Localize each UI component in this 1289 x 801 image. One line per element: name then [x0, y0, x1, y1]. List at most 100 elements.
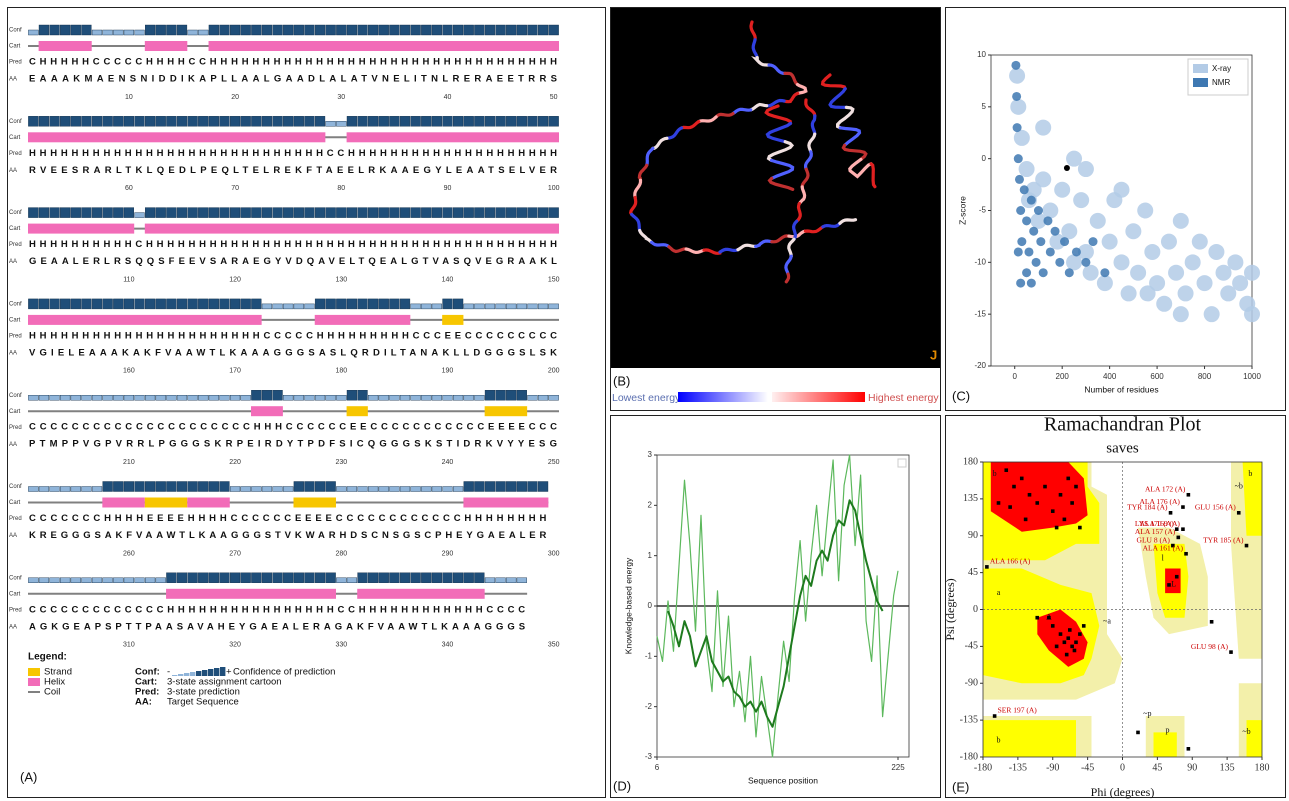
- x-tick-label: 6: [655, 763, 660, 772]
- x-tick-label: -45: [1081, 762, 1094, 773]
- confidence-bar: [389, 116, 400, 127]
- confidence-bar: [229, 486, 241, 492]
- position-label: 350: [548, 642, 560, 649]
- x-tick-label: 0: [1013, 372, 1018, 381]
- confidence-bar: [516, 577, 527, 583]
- residue-point: [1181, 505, 1185, 509]
- confidence-bar: [442, 572, 453, 583]
- structure-point: [1033, 206, 1043, 215]
- residue-point: [1035, 615, 1040, 620]
- helix-segment: [144, 41, 188, 51]
- confidence-bar: [506, 24, 517, 36]
- x-tick-label: 400: [1103, 372, 1117, 381]
- confidence-bar: [219, 298, 230, 310]
- residue-point: [1068, 628, 1072, 632]
- ribbon-segment: [795, 201, 802, 223]
- position-label: 90: [444, 185, 452, 192]
- structure-ribbon: [629, 20, 877, 284]
- position-label: 260: [123, 550, 135, 557]
- confidence-bar: [81, 577, 92, 583]
- structure-point: [1024, 247, 1034, 257]
- confidence-bar: [389, 395, 400, 401]
- position-label: 230: [335, 459, 347, 466]
- confidence-bar: [389, 298, 400, 310]
- confidence-bar: [304, 572, 315, 583]
- confidence-bar: [102, 116, 113, 127]
- confidence-bar: [113, 298, 124, 310]
- structure-point: [1016, 278, 1026, 288]
- confidence-bar: [537, 116, 549, 127]
- confidence-bar: [155, 481, 166, 492]
- ribbon-segment: [803, 150, 813, 171]
- confidence-bar: [38, 116, 50, 127]
- confidence-bar: [325, 395, 336, 401]
- confidence-bar: [91, 395, 103, 401]
- row-label: AA: [9, 168, 17, 174]
- confidence-bar: [495, 24, 506, 36]
- confidence-bar: [102, 577, 113, 583]
- confidence-bar: [166, 116, 177, 127]
- row-label: AA: [9, 77, 17, 83]
- confidence-bar: [198, 298, 209, 310]
- position-label: 320: [229, 642, 241, 649]
- strand-segment: [484, 406, 528, 417]
- confidence-bar: [346, 207, 358, 218]
- ribbon-segment: [714, 111, 735, 119]
- structure-point: [1035, 119, 1052, 136]
- confidence-bar: [198, 116, 209, 127]
- ribbon-segment: [736, 243, 758, 252]
- residue-point: [1184, 551, 1188, 556]
- residue-point: [1074, 640, 1078, 645]
- residue-point: [1066, 476, 1071, 481]
- confidence-bar: [304, 207, 315, 218]
- amino-acid-sequence: KREGGGSAKFVAAWTLKAAGGGSTVKWARHDSCNSGSCPH…: [29, 530, 547, 541]
- confidence-bar: [463, 572, 474, 583]
- confidence-bar: [378, 24, 389, 36]
- ribbon-segment: [651, 136, 669, 150]
- confidence-bar: [38, 577, 50, 583]
- structure-point: [1073, 192, 1090, 209]
- row-label: Cart: [9, 591, 21, 597]
- confidence-bar: [346, 486, 358, 492]
- row-label: Cart: [9, 226, 21, 232]
- residue-label: ALA 169 (A): [1140, 519, 1181, 528]
- panel-frame: [945, 415, 1286, 798]
- confidence-bar: [495, 303, 506, 310]
- helix-segment: [28, 132, 326, 143]
- y-tick-label: -2: [645, 702, 653, 711]
- confidence-bar: [145, 24, 156, 36]
- confidence-bar: [484, 303, 496, 310]
- confidence-bar: [293, 207, 304, 218]
- energy-low-label: Lowest energy: [612, 392, 681, 404]
- confidence-bar: [336, 577, 347, 583]
- confidence-bar: [123, 395, 135, 401]
- legend-key: Conf:: [135, 667, 160, 678]
- position-label: 20: [231, 94, 239, 101]
- residue-point: [1174, 574, 1179, 579]
- confidence-bar: [431, 486, 442, 492]
- confidence-bar: [70, 24, 81, 36]
- confidence-bar: [229, 207, 241, 218]
- ribbon-segment: [637, 163, 649, 182]
- position-label: 250: [548, 459, 560, 466]
- confidence-bar: [251, 207, 262, 218]
- ribbon-segment: [684, 247, 706, 255]
- position-label: 210: [123, 459, 135, 466]
- ribbon-segment: [770, 234, 791, 244]
- position-label: 300: [548, 550, 560, 557]
- confidence-bar: [261, 207, 273, 218]
- confidence-bar: [474, 572, 485, 583]
- confidence-bar: [28, 486, 39, 492]
- confidence-bar: [453, 486, 464, 492]
- ribbon-segment: [784, 272, 791, 284]
- confidence-bar: [198, 207, 209, 218]
- energy-high-label: Highest energy: [868, 392, 939, 404]
- row-label: Conf: [9, 484, 22, 490]
- confidence-bar: [474, 207, 485, 218]
- confidence-bar: [527, 207, 538, 218]
- region-label: L: [1171, 580, 1176, 589]
- y-tick-label: -135: [960, 714, 978, 725]
- confidence-bar: [389, 486, 400, 492]
- confidence-bar: [527, 303, 538, 310]
- structure-point: [1244, 306, 1260, 323]
